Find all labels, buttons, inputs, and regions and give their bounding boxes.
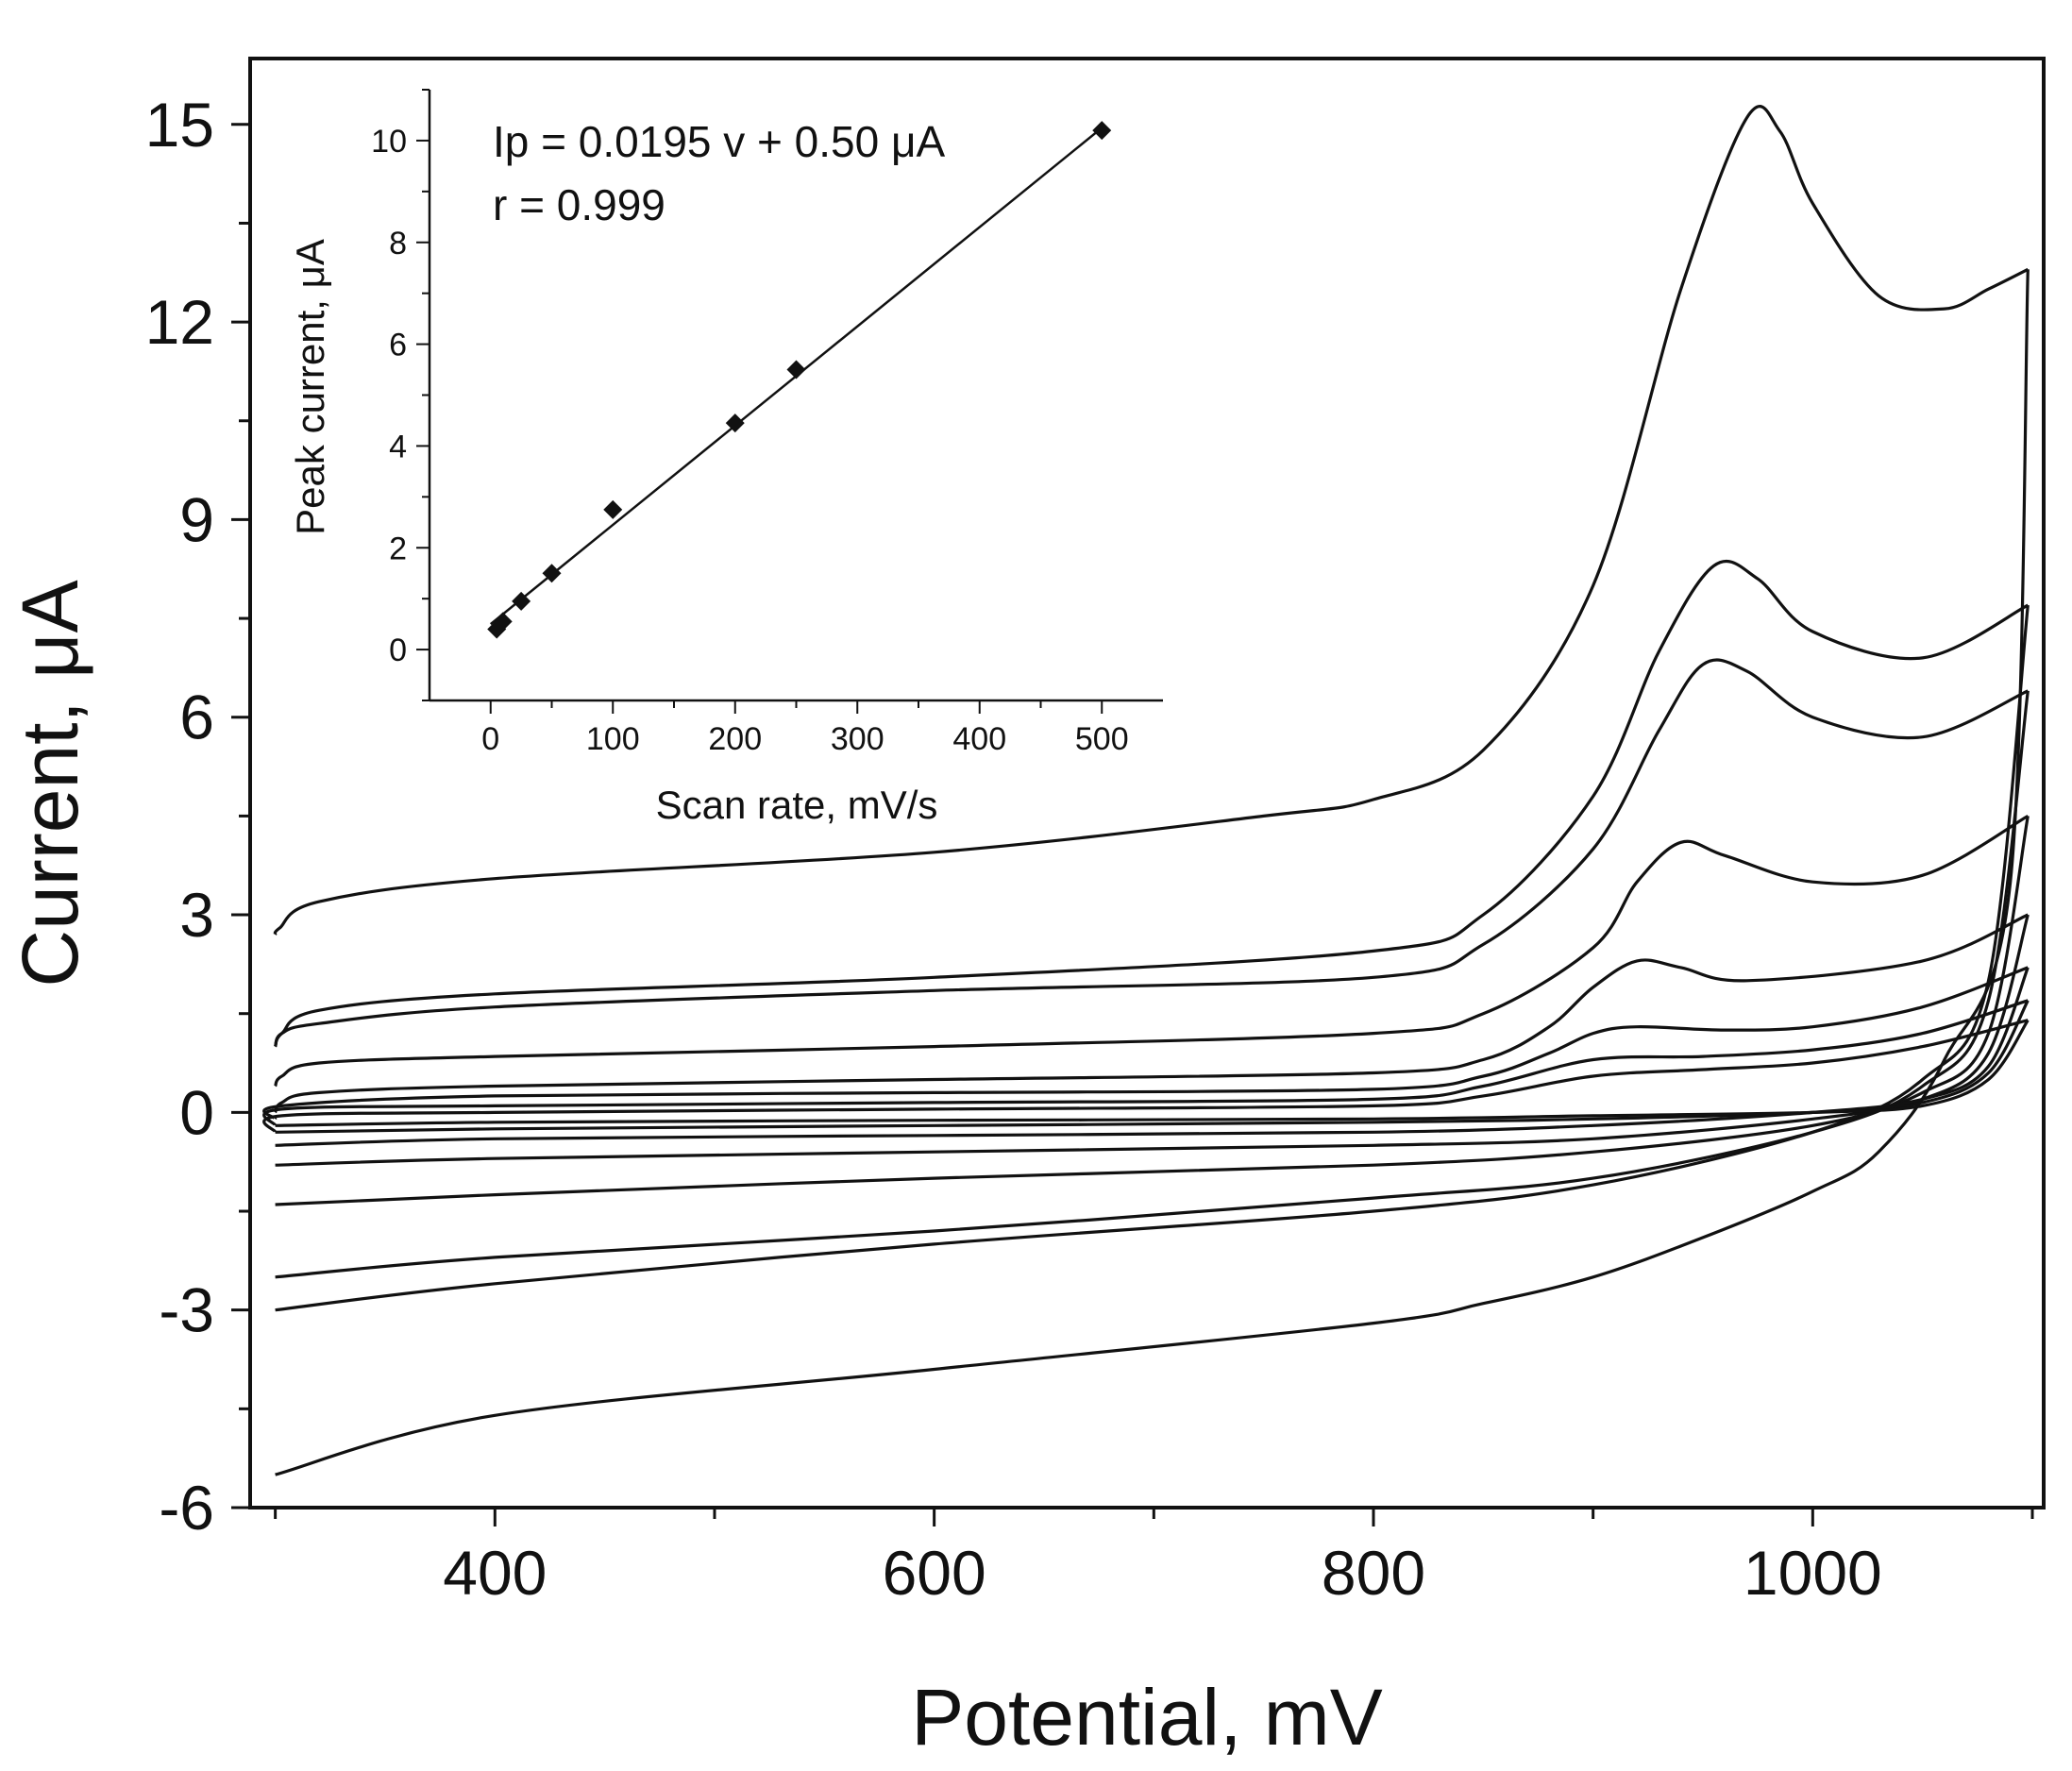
x-tick-label: 600: [883, 1538, 986, 1608]
cv-curves: [262, 105, 2030, 1476]
x-tick-label: 1000: [1744, 1538, 1882, 1608]
x-axis-title: Potential, mV: [911, 1673, 1383, 1762]
inset-data-point: [542, 564, 562, 583]
y-tick-label: 6: [179, 683, 214, 752]
main-ticks: [231, 123, 2034, 1526]
inset-y-axis-title: Peak current, μA: [288, 239, 332, 535]
cv-curve: [275, 269, 2030, 1476]
y-tick-label: 12: [145, 287, 214, 357]
y-tick-label: -3: [159, 1275, 214, 1345]
cv-curve: [273, 105, 2030, 936]
cv-curve: [274, 815, 2030, 1088]
inset-chart: 0 100 200 300 400 500 0 2 4 6 8 10 Ip = 0.0195 v +…: [288, 89, 1163, 827]
inset-x-tick-label: 200: [708, 721, 762, 757]
inset-data-point: [493, 612, 513, 632]
y-tick-label: 9: [179, 484, 214, 554]
cv-curve: [275, 816, 2030, 1206]
inset-x-tick-labels: 0 100 200 300 400 500: [481, 721, 1128, 757]
cv-curve: [275, 914, 2030, 1167]
inset-x-tick-label: 100: [586, 721, 640, 757]
cv-curve: [275, 690, 2030, 1279]
fit-equation: Ip = 0.0195 v + 0.50 μA: [493, 117, 946, 166]
inset-data-point: [786, 360, 806, 380]
cv-curve: [275, 967, 2030, 1147]
x-tick-label: 800: [1322, 1538, 1425, 1608]
cv-curve: [274, 913, 2029, 1114]
x-tick-labels: 400 600 800 1000: [443, 1538, 1882, 1608]
inset-y-tick-label: 10: [371, 124, 407, 160]
inset-x-tick-label: 0: [481, 721, 499, 757]
inset-x-axis-title: Scan rate, mV/s: [656, 783, 938, 827]
inset-data-points: [487, 121, 1112, 639]
fit-correlation: r = 0.999: [493, 180, 665, 229]
inset-x-tick-label: 500: [1075, 721, 1129, 757]
y-tick-label: -6: [159, 1473, 214, 1543]
plot-frame: [248, 57, 2046, 1510]
y-tick-label: 0: [179, 1077, 214, 1147]
inset-y-tick-label: 4: [389, 429, 407, 464]
cv-curve: [274, 559, 2030, 1048]
inset-data-point: [1092, 121, 1112, 141]
inset-ticks: [416, 89, 1103, 714]
y-tick-label: 15: [145, 90, 214, 160]
inset-y-tick-labels: 0 2 4 6 8 10: [371, 124, 407, 668]
cv-curve: [275, 1000, 2030, 1134]
inset-y-tick-label: 0: [389, 632, 407, 668]
inset-y-tick-label: 6: [389, 328, 407, 363]
cv-curve: [274, 658, 2029, 1048]
x-tick-label: 400: [443, 1538, 547, 1608]
inset-y-tick-label: 2: [389, 531, 407, 566]
cv-curve: [262, 999, 2029, 1127]
cv-curve: [262, 966, 2029, 1121]
inset-data-point: [603, 499, 623, 519]
inset-x-tick-label: 300: [831, 721, 884, 757]
y-axis-title: Current, μA: [6, 580, 94, 987]
cv-curve: [262, 1019, 2029, 1134]
inset-data-point: [725, 413, 745, 433]
inset-data-point: [512, 591, 531, 611]
cv-curve: [275, 1019, 2030, 1127]
y-tick-label: 3: [179, 880, 214, 950]
cv-curve: [275, 604, 2030, 1312]
inset-x-tick-label: 400: [952, 721, 1006, 757]
inset-y-tick-label: 8: [389, 226, 407, 261]
y-tick-labels: -6 -3 0 3 6 9 12 15: [145, 90, 214, 1543]
